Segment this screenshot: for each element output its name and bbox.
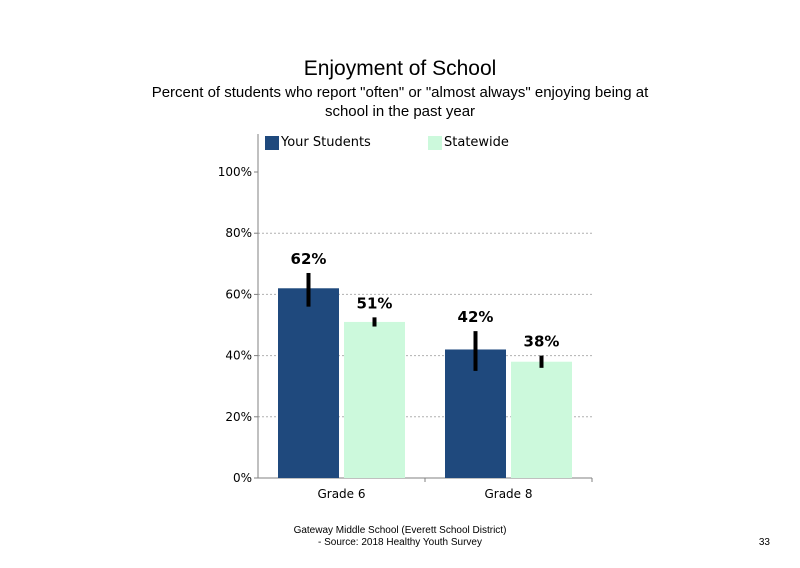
y-tick-label: 60%: [225, 287, 252, 301]
legend-swatch-your-students: [265, 135, 279, 150]
y-tick-label: 20%: [225, 410, 252, 424]
bar-statewide-grade-8: [511, 361, 572, 478]
data-label: 62%: [291, 250, 327, 268]
footer-school-name: Gateway Middle School (Everett School Di…: [293, 525, 507, 536]
footer: Gateway Middle School (Everett School Di…: [200, 525, 600, 549]
y-tick-label: 0%: [233, 471, 252, 485]
data-label: 38%: [524, 333, 560, 351]
chart-subtitle: Percent of students who report "often" o…: [151, 84, 649, 120]
x-tick-label: Grade 8: [484, 487, 532, 501]
bar-statewide-grade-6: [344, 321, 405, 478]
y-tick-label: 40%: [225, 349, 252, 363]
bar-your-students-grade-6: [278, 288, 339, 478]
chart-title: Enjoyment of School: [303, 57, 497, 80]
data-label: 51%: [357, 294, 393, 312]
y-tick-label: 80%: [225, 226, 252, 240]
bar-your-students-grade-8: [445, 349, 506, 478]
legend-item-statewide: Statewide: [428, 134, 509, 151]
page-number: 33: [758, 537, 770, 548]
data-label: 42%: [458, 308, 494, 326]
legend-item-your-students: Your Students: [265, 134, 371, 151]
legend-label-your-students: Your Students: [281, 135, 371, 150]
legend-swatch-statewide: [428, 135, 442, 150]
footer-source: - Source: 2018 Healthy Youth Survey: [318, 537, 482, 548]
legend-label-statewide: Statewide: [444, 135, 509, 150]
y-tick-label: 100%: [218, 165, 252, 179]
x-tick-label: Grade 6: [317, 487, 365, 501]
